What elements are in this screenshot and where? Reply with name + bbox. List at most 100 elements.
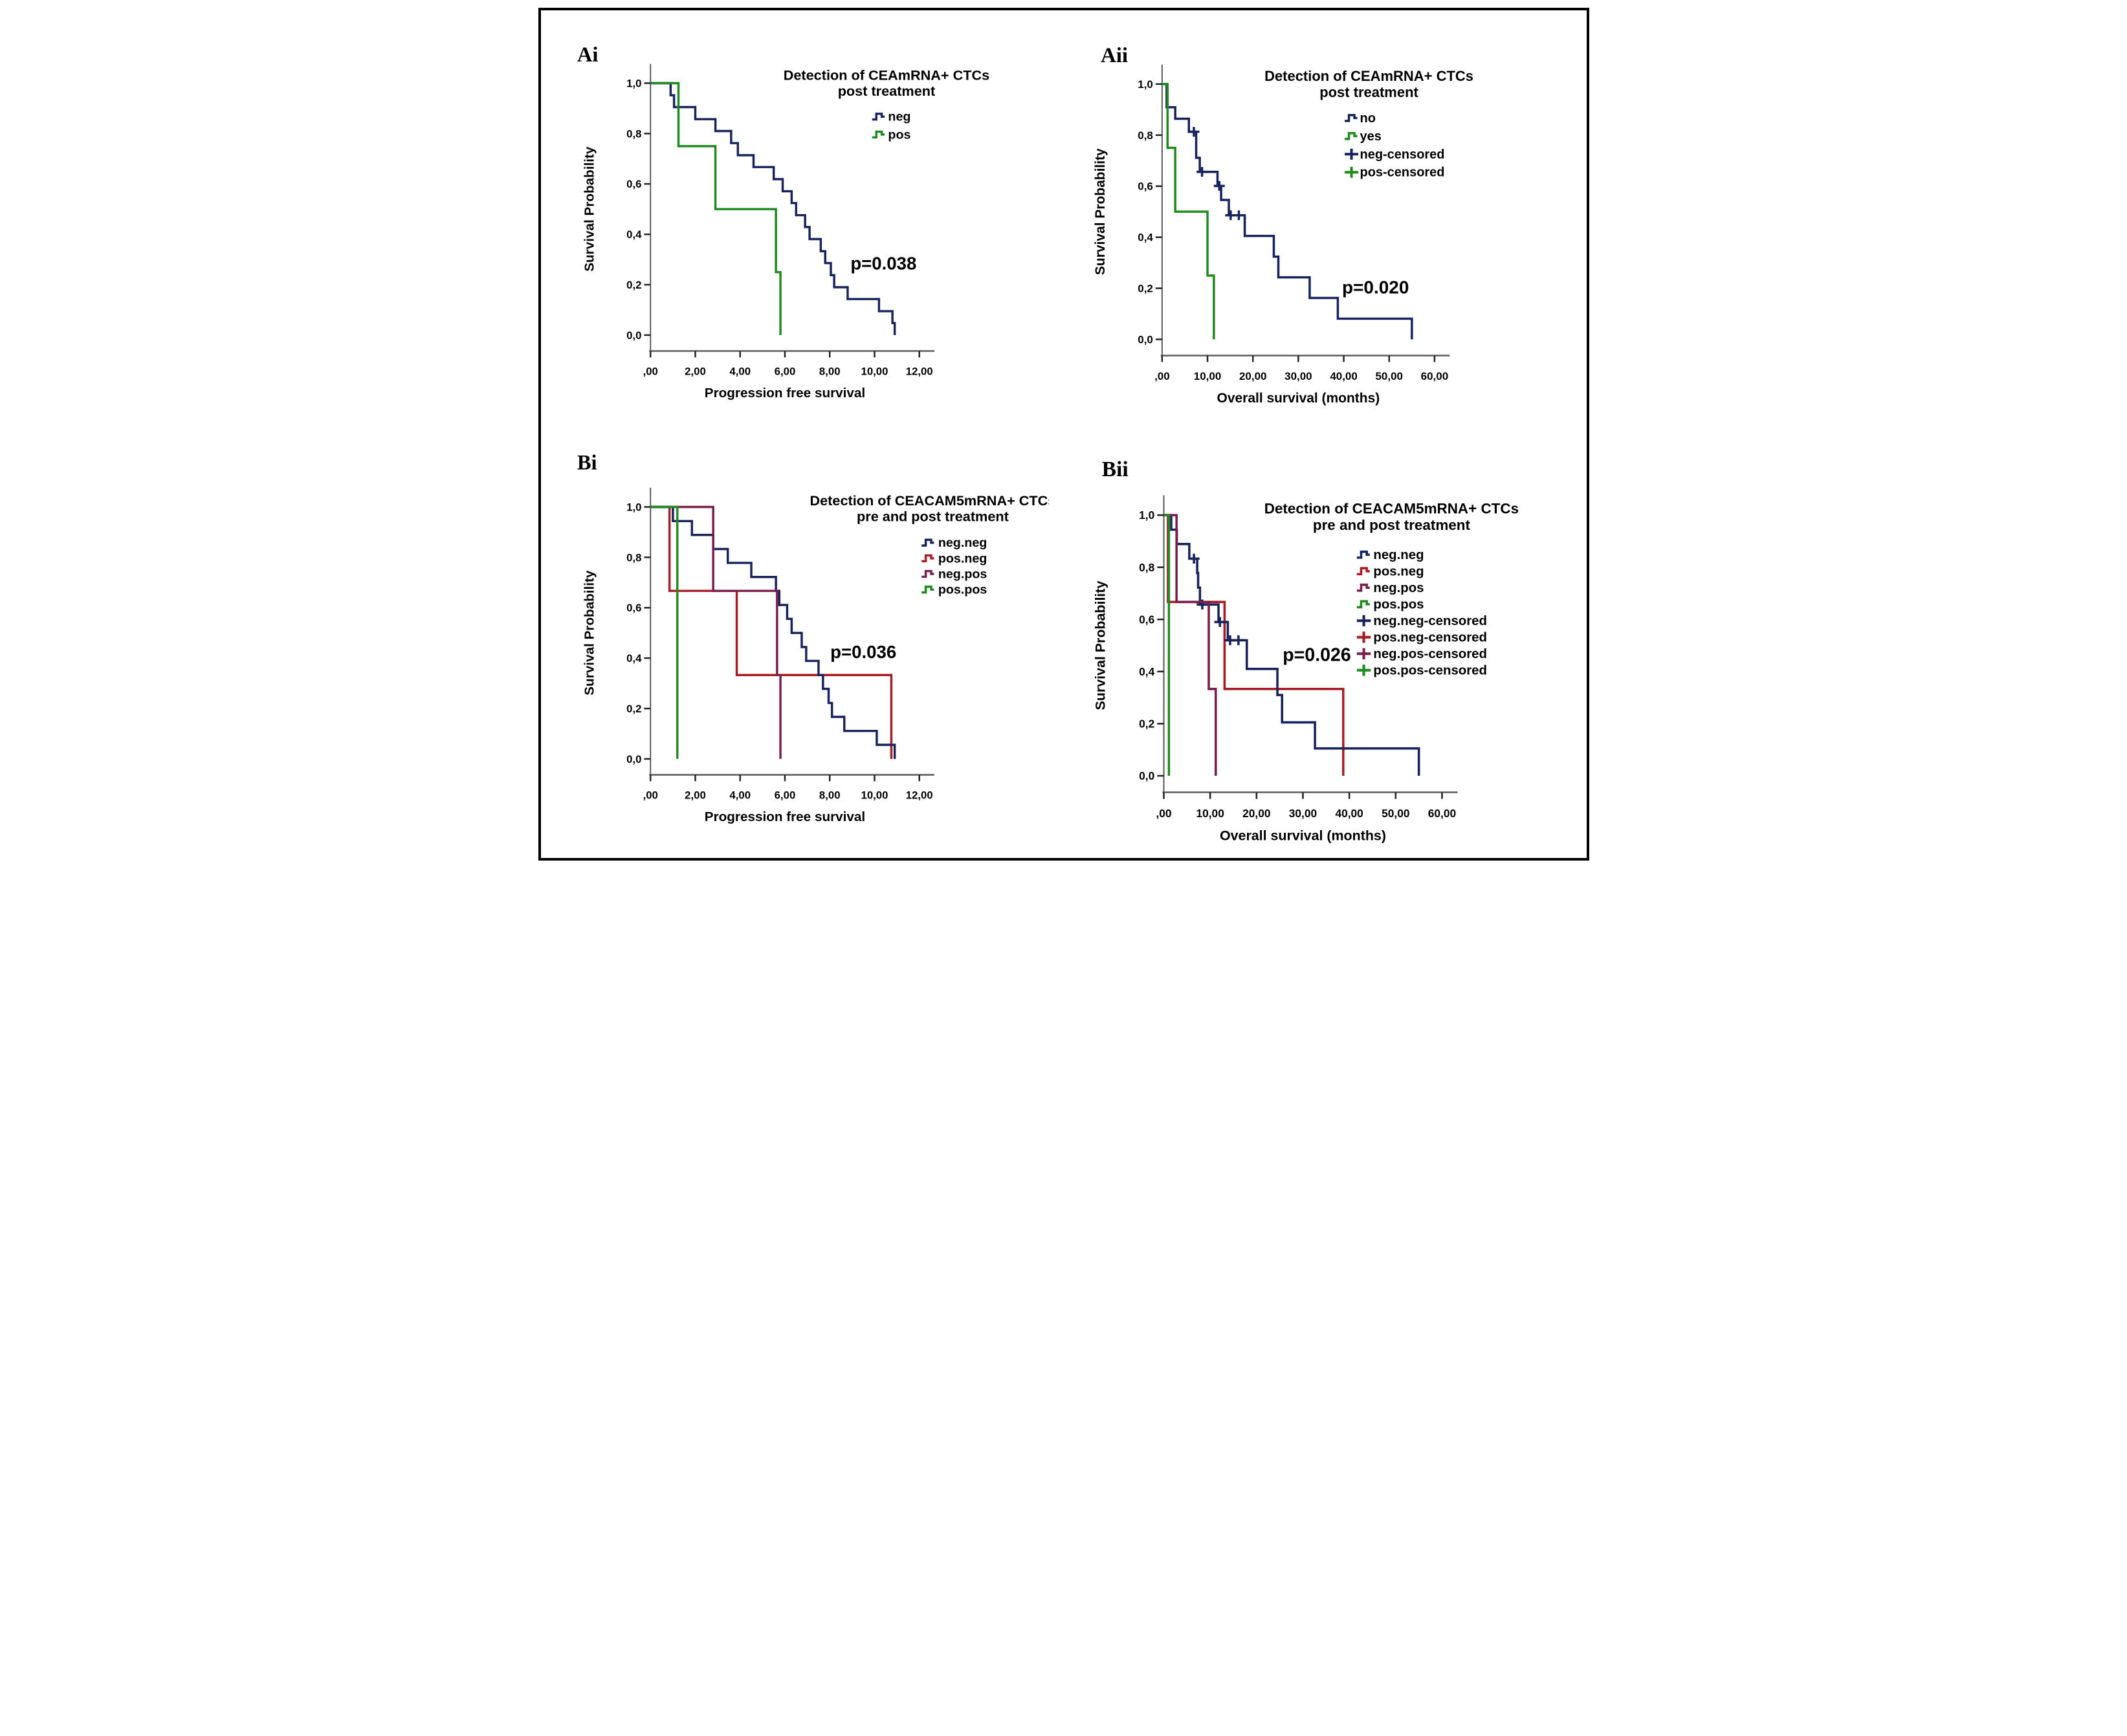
x-tick-label: 30,00 bbox=[1289, 807, 1317, 820]
figure-page: Ai 1,0 0,8 0,6 0,4 0,2 0,0 ,00 2,00 4,00 6,00 8,00 1… bbox=[532, 0, 1595, 868]
y-tick-label: 1,0 bbox=[1138, 78, 1154, 91]
y-tick-label: 0,2 bbox=[1138, 282, 1154, 294]
p-value-label: p=0.036 bbox=[830, 642, 896, 662]
chart-bi-pfs-ceacam5: Bi 1,0 0,8 0,6 0,4 0,2 0,0 ,00 2,00 4,00 6,00 8,00 1… bbox=[577, 451, 1049, 824]
x-tick-label: 6,00 bbox=[775, 789, 796, 801]
legend-item-label: pos.pos bbox=[1374, 598, 1424, 612]
figure-border bbox=[538, 8, 1589, 861]
panel-aii: Aii 1,0 0,8 0,6 0,4 0,2 0,0 ,00 10,00 20,00 30,00 4… bbox=[1081, 16, 1583, 426]
x-axis-title: Progression free survival bbox=[705, 809, 865, 824]
legend-title: post treatment bbox=[838, 83, 936, 99]
legend-item-label: pos bbox=[888, 127, 910, 142]
km-curve-yes bbox=[1162, 83, 1216, 340]
legend-step-glyph-pos bbox=[872, 130, 885, 138]
km-curve-neg bbox=[650, 82, 896, 335]
legend-title: pre and post treatment bbox=[1313, 517, 1471, 533]
x-tick-label: 6,00 bbox=[775, 365, 796, 377]
y-axis-title: Survival Probability bbox=[582, 570, 597, 696]
legend-item-label: no bbox=[1360, 111, 1376, 126]
legend-step-glyph-neg.neg bbox=[921, 538, 934, 547]
x-tick-label: 40,00 bbox=[1336, 807, 1363, 820]
legend-title: Detection of CEAmRNA+ CTCs bbox=[1265, 68, 1474, 84]
legend-item-label: neg.pos bbox=[1374, 581, 1424, 595]
km-curve-pos.neg bbox=[650, 505, 893, 759]
legend-title: pre and post treatment bbox=[857, 509, 1009, 525]
km-curve-neg.pos bbox=[1163, 514, 1217, 776]
legend-item-label: yes bbox=[1360, 129, 1382, 144]
legend-item-label: pos.neg bbox=[938, 551, 987, 566]
y-tick-label: 0,4 bbox=[1138, 232, 1154, 244]
x-tick-label: 20,00 bbox=[1239, 370, 1266, 382]
x-tick-label: 2,00 bbox=[685, 365, 706, 377]
legend-step-glyph-pos.pos bbox=[921, 585, 934, 594]
x-tick-label: 2,00 bbox=[685, 789, 706, 801]
legend-item-label: neg.pos bbox=[938, 567, 987, 581]
legend-step-glyph-pos.neg bbox=[1357, 567, 1371, 576]
panel-label-bii: Bii bbox=[1102, 457, 1129, 481]
x-tick-label: 12,00 bbox=[906, 789, 933, 801]
km-curve-neg.neg bbox=[650, 505, 896, 759]
y-axis-title: Survival Probability bbox=[1093, 581, 1108, 710]
x-axis-title: Overall survival (months) bbox=[1220, 828, 1386, 844]
y-tick-label: 0,2 bbox=[626, 703, 641, 715]
y-tick-label: 1,0 bbox=[626, 501, 641, 513]
x-tick-label: 8,00 bbox=[819, 365, 841, 377]
x-tick-label: ,00 bbox=[1154, 370, 1170, 382]
legend-title: Detection of CEACAM5mRNA+ CTCs bbox=[1264, 501, 1519, 517]
y-tick-label: 1,0 bbox=[626, 77, 641, 89]
legend-item-label: neg bbox=[888, 110, 910, 124]
y-axis-title: Survival Probability bbox=[582, 146, 597, 272]
x-tick-label: 60,00 bbox=[1421, 370, 1448, 382]
panel-bi: Bi 1,0 0,8 0,6 0,4 0,2 0,0 ,00 2,00 4,00 6,00 8,00 1… bbox=[571, 440, 1049, 863]
x-tick-label: 12,00 bbox=[906, 365, 933, 377]
x-tick-label: 60,00 bbox=[1428, 807, 1456, 820]
x-tick-label: 10,00 bbox=[861, 789, 888, 801]
x-tick-label: 50,00 bbox=[1376, 370, 1403, 382]
panel-label-ai: Ai bbox=[577, 43, 599, 67]
legend-item-label: neg.neg bbox=[1374, 548, 1424, 562]
y-tick-label: 0,0 bbox=[626, 753, 641, 765]
legend-step-glyph-neg.pos bbox=[921, 569, 934, 578]
y-tick-label: 0,6 bbox=[1140, 613, 1155, 626]
chart-ai-pfs-cea: Ai 1,0 0,8 0,6 0,4 0,2 0,0 ,00 2,00 4,00 6,00 8,00 1… bbox=[577, 43, 990, 401]
legend-step-glyph-neg.neg bbox=[1357, 551, 1371, 559]
y-tick-label: 0,0 bbox=[626, 329, 641, 342]
y-tick-label: 0,6 bbox=[626, 602, 641, 614]
y-tick-label: 0,4 bbox=[626, 652, 642, 665]
legend-item-label: neg.neg-censored bbox=[1374, 614, 1488, 628]
legend-step-glyph-neg bbox=[872, 113, 885, 121]
x-tick-label: ,00 bbox=[643, 789, 658, 801]
km-curve-no bbox=[1162, 83, 1414, 340]
p-value-label: p=0.038 bbox=[850, 254, 916, 274]
legend-item-label: pos-censored bbox=[1360, 166, 1445, 180]
km-curve-neg.pos bbox=[650, 505, 782, 759]
y-tick-label: 0,2 bbox=[1140, 718, 1155, 731]
legend-item-label: neg.neg bbox=[938, 536, 987, 550]
x-tick-label: 10,00 bbox=[1196, 807, 1224, 820]
panel-label-aii: Aii bbox=[1101, 44, 1128, 67]
p-value-label: p=0.020 bbox=[1342, 277, 1409, 297]
km-curve-pos bbox=[650, 82, 782, 335]
y-tick-label: 0,2 bbox=[626, 279, 641, 291]
x-axis-title: Overall survival (months) bbox=[1217, 391, 1380, 406]
legend-step-glyph-pos.neg bbox=[921, 554, 934, 562]
chart-bii-os-ceacam5: Bii 1,0 0,8 0,6 0,4 0,2 0,0 ,00 10,00 20,00 30,00 4… bbox=[1093, 457, 1519, 844]
y-tick-label: 0,8 bbox=[626, 551, 641, 564]
panel-bii: Bii 1,0 0,8 0,6 0,4 0,2 0,0 ,00 10,00 20,00 30,00 4… bbox=[1081, 446, 1583, 865]
y-tick-label: 0,6 bbox=[1138, 181, 1154, 193]
x-axis-title: Progression free survival bbox=[705, 386, 865, 401]
legend-title: Detection of CEAmRNA+ CTCs bbox=[784, 67, 990, 83]
x-tick-label: 4,00 bbox=[729, 365, 751, 377]
legend-item-label: neg-censored bbox=[1360, 148, 1445, 162]
y-tick-label: 1,0 bbox=[1140, 509, 1155, 522]
y-tick-label: 0,0 bbox=[1138, 333, 1154, 346]
y-tick-label: 0,6 bbox=[626, 178, 641, 190]
y-tick-label: 0,4 bbox=[1140, 665, 1155, 678]
x-tick-label: 10,00 bbox=[1194, 370, 1221, 382]
panel-label-bi: Bi bbox=[577, 451, 597, 474]
km-curve-pos.pos bbox=[650, 505, 679, 759]
km-curve-pos.pos bbox=[1163, 514, 1171, 776]
y-tick-label: 0,0 bbox=[1140, 769, 1155, 782]
x-tick-label: ,00 bbox=[1156, 807, 1172, 820]
x-tick-label: 40,00 bbox=[1330, 370, 1358, 382]
